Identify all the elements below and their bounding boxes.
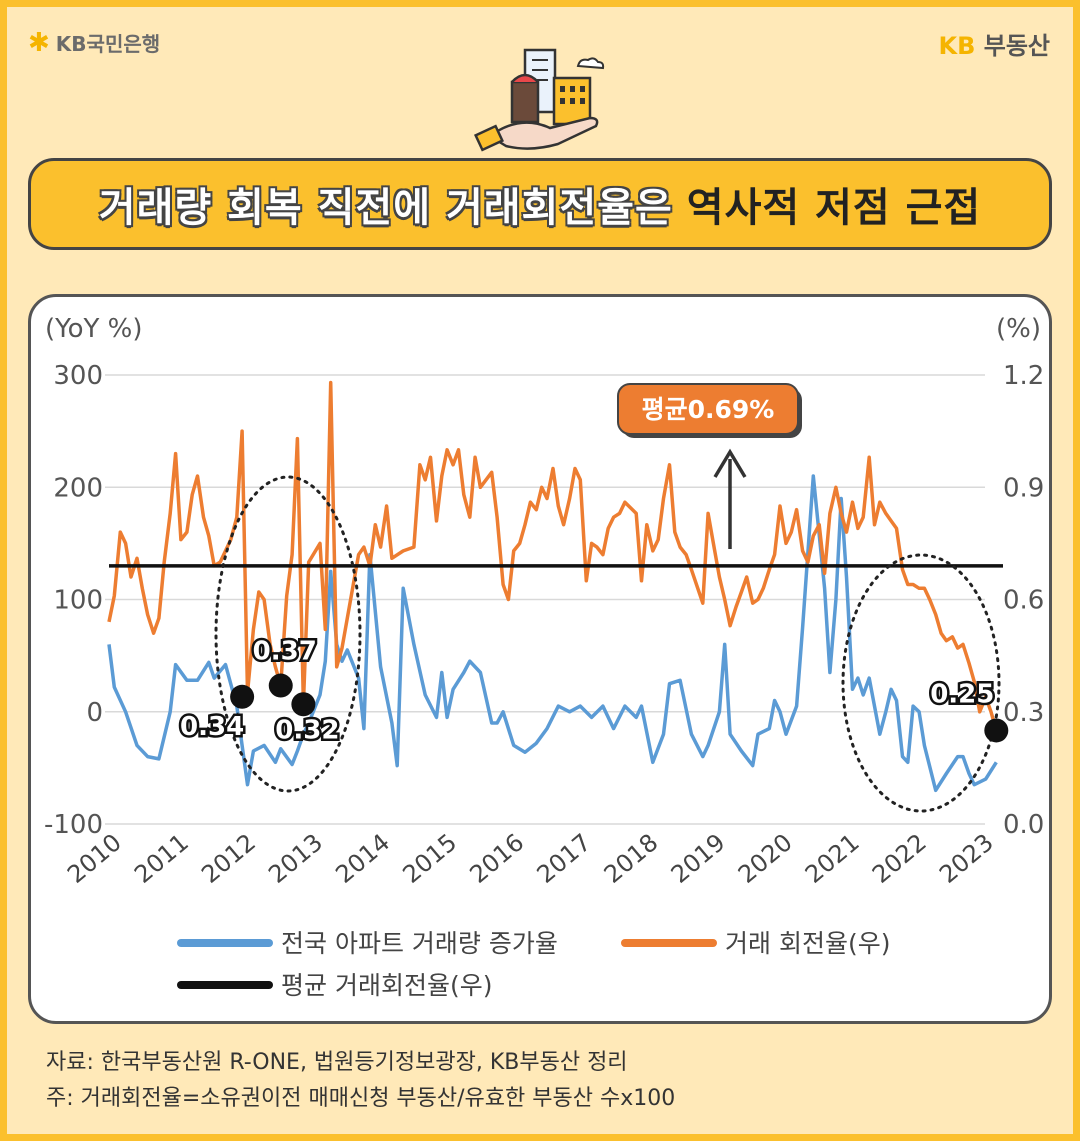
x-tick-label: 2018 [599, 828, 664, 889]
low-point-label: 0.34 [180, 712, 244, 742]
kb-logo-mark: KB [938, 32, 976, 60]
legend-label: 평균 거래회전율(우) [281, 971, 492, 1000]
left-axis-unit: (YoY %) [45, 314, 142, 344]
kb-logo-name: 부동산 [983, 32, 1050, 60]
highlight-ellipse-2012 [214, 475, 362, 793]
low-point-marker [984, 718, 1009, 743]
left-tick-label: 200 [53, 473, 103, 503]
legend-volume: 전국 아파트 거래량 증가율 [177, 929, 558, 958]
low-point-marker [268, 673, 293, 698]
low-point-label: 0.25 [930, 679, 994, 709]
x-tick-label: 2016 [465, 828, 530, 889]
kb-star-icon: ✱ [28, 27, 50, 58]
x-tick-label: 2013 [263, 828, 328, 889]
average-callout-box [617, 383, 799, 435]
x-tick-label: 2012 [196, 828, 261, 889]
left-tick-label: 300 [53, 361, 103, 391]
average-callout-label: 평균0.69% [642, 395, 775, 424]
x-tick-label: 2021 [800, 828, 865, 889]
x-tick-label: 2014 [330, 828, 395, 889]
right-tick-label: 1.2 [1003, 361, 1044, 391]
low-point-label: 0.37 [253, 637, 317, 667]
highlight-ellipse-2023 [841, 553, 1001, 813]
left-tick-label: -100 [44, 810, 103, 840]
legend-label: 거래 회전율(우) [725, 929, 890, 958]
legend-average: 평균 거래회전율(우) [177, 971, 492, 1000]
headline-highlight: 역사적 저점 근접 [686, 185, 982, 231]
x-tick-label: 2015 [397, 828, 462, 889]
right-axis-unit: (%) [996, 314, 1041, 344]
right-tick-label: 0.3 [1003, 698, 1044, 728]
right-tick-label: 0.0 [1003, 810, 1044, 840]
low-point-marker [230, 684, 255, 709]
legend-turnover: 거래 회전율(우) [621, 929, 890, 958]
kb-realestate-logo: KB 부동산 [939, 26, 1051, 61]
headline-main: 거래량 회복 직전에 거래회전율은 [98, 185, 673, 231]
x-tick-label: 2017 [532, 828, 597, 889]
series-line-volume [107, 474, 998, 793]
series-line-turnover [107, 380, 998, 731]
kb-bank-logo: ✱ KB국민은행 [28, 28, 160, 57]
right-tick-label: 0.6 [1003, 586, 1044, 616]
average-arrow-head [713, 448, 747, 478]
left-tick-label: 100 [53, 586, 103, 616]
source-note: 자료: 한국부동산원 R-ONE, 법원등기정보광장, KB부동산 정리 [46, 1050, 628, 1075]
chart-panel: 300 1.2 200 0.9 100 0.6 0 0.3 -100 0.0 (YoY %) (%) 2… [28, 294, 1052, 1024]
x-tick-label: 2020 [733, 828, 798, 889]
x-tick-label: 2011 [129, 828, 194, 889]
building-hand-icon [473, 48, 605, 152]
formula-note: 주: 거래회전율=소유권이전 매매신청 부동산/유효한 부동산 수x100 [46, 1086, 676, 1111]
legend-label: 전국 아파트 거래량 증가율 [281, 929, 558, 958]
kb-bank-logo-text: KB국민은행 [55, 32, 161, 56]
x-tick-label: 2022 [867, 828, 932, 889]
left-tick-label: 0 [86, 698, 103, 728]
chart: 300 1.2 200 0.9 100 0.6 0 0.3 -100 0.0 (YoY %) (%) 2… [44, 314, 1044, 1000]
x-tick-label: 2019 [666, 828, 731, 889]
low-point-marker [291, 692, 316, 717]
x-tick-label: 2023 [934, 828, 999, 889]
low-point-label: 0.32 [275, 715, 339, 745]
average-callout: 평균0.69% [617, 383, 802, 438]
right-tick-label: 0.9 [1003, 473, 1044, 503]
headline: 거래량 회복 직전에 거래회전율은 역사적 저점 근접 [28, 158, 1052, 250]
